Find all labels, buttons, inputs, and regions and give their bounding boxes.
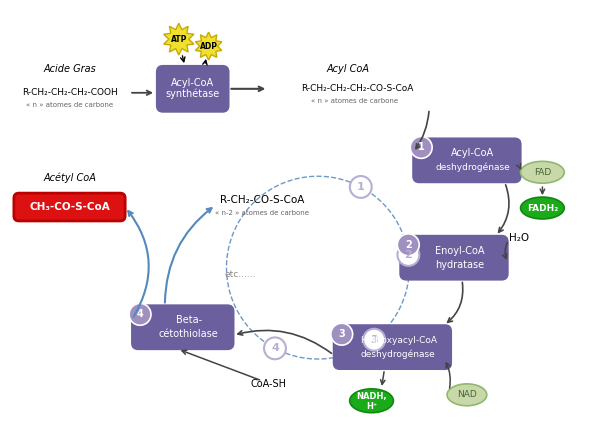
Text: 3: 3 — [338, 329, 345, 339]
FancyBboxPatch shape — [132, 305, 233, 349]
Circle shape — [350, 176, 372, 198]
FancyArrowPatch shape — [238, 331, 332, 354]
FancyArrowPatch shape — [182, 350, 260, 380]
Ellipse shape — [447, 384, 487, 406]
FancyArrowPatch shape — [446, 363, 450, 388]
Ellipse shape — [521, 161, 564, 183]
Text: CoA-SH: CoA-SH — [250, 379, 286, 389]
Text: CH₃-CO-S-CoA: CH₃-CO-S-CoA — [29, 202, 110, 212]
Text: ATP: ATP — [170, 35, 187, 43]
Circle shape — [397, 244, 419, 266]
Text: H₂O: H₂O — [509, 233, 529, 243]
FancyBboxPatch shape — [14, 193, 125, 221]
Ellipse shape — [521, 197, 564, 219]
FancyArrowPatch shape — [181, 56, 185, 62]
FancyBboxPatch shape — [157, 66, 229, 112]
Circle shape — [129, 303, 151, 325]
Circle shape — [363, 329, 385, 351]
Text: deshydrogénase: deshydrogénase — [361, 349, 436, 359]
Text: 2: 2 — [405, 240, 412, 250]
Text: 4: 4 — [271, 343, 279, 353]
Text: FADH₂: FADH₂ — [527, 204, 558, 213]
Text: FAD: FAD — [534, 168, 551, 177]
Ellipse shape — [350, 389, 394, 413]
Text: NADH,: NADH, — [356, 392, 387, 401]
Text: Enoyl-CoA: Enoyl-CoA — [435, 246, 485, 256]
FancyArrowPatch shape — [380, 372, 385, 384]
FancyArrowPatch shape — [448, 282, 463, 322]
Text: synthétase: synthétase — [166, 89, 220, 99]
Polygon shape — [196, 32, 222, 60]
Text: Acide Gras: Acide Gras — [43, 64, 96, 74]
Circle shape — [397, 234, 419, 256]
FancyArrowPatch shape — [503, 242, 508, 259]
Text: Acyl-CoA: Acyl-CoA — [171, 78, 214, 88]
Text: 2: 2 — [404, 250, 412, 260]
Text: « n » atomes de carbone: « n » atomes de carbone — [311, 98, 398, 104]
FancyArrowPatch shape — [128, 211, 149, 317]
Text: etc......: etc...... — [224, 270, 256, 279]
FancyArrowPatch shape — [231, 86, 263, 91]
FancyArrowPatch shape — [416, 112, 429, 149]
Text: 4: 4 — [137, 309, 143, 320]
FancyArrowPatch shape — [132, 91, 151, 95]
FancyArrowPatch shape — [540, 187, 545, 193]
Text: Beta-: Beta- — [176, 315, 202, 325]
FancyBboxPatch shape — [413, 138, 521, 182]
Text: cétothiolase: cétothiolase — [159, 329, 218, 339]
Text: « n » atomes de carbone: « n » atomes de carbone — [26, 102, 113, 108]
Circle shape — [264, 337, 286, 359]
Text: hydratase: hydratase — [436, 260, 485, 270]
FancyBboxPatch shape — [334, 325, 451, 369]
Text: 1: 1 — [357, 182, 365, 192]
Text: Acétyl CoA: Acétyl CoA — [43, 173, 96, 184]
FancyArrowPatch shape — [499, 185, 509, 232]
Text: R-CH₂-CH₂-CH₂-COOH: R-CH₂-CH₂-CH₂-COOH — [22, 88, 118, 97]
FancyBboxPatch shape — [400, 236, 508, 279]
FancyArrowPatch shape — [165, 208, 211, 302]
Text: 3: 3 — [370, 335, 378, 345]
Circle shape — [331, 323, 353, 345]
Text: ADP: ADP — [200, 42, 218, 51]
Text: Acyl-CoA: Acyl-CoA — [451, 148, 494, 158]
Text: Acyl CoA: Acyl CoA — [326, 64, 369, 74]
Text: R-CH₂-CH₂-CH₂-CO-S-CoA: R-CH₂-CH₂-CH₂-CO-S-CoA — [301, 84, 414, 93]
Text: Hydroxyacyl-CoA: Hydroxyacyl-CoA — [360, 336, 437, 345]
Text: « n-2 » atomes de carbone: « n-2 » atomes de carbone — [215, 210, 309, 216]
Text: R-CH₂-CO-S-CoA: R-CH₂-CO-S-CoA — [220, 195, 304, 205]
Text: 1: 1 — [418, 142, 425, 153]
Circle shape — [410, 136, 432, 158]
Polygon shape — [164, 23, 194, 55]
Text: NAD: NAD — [457, 390, 477, 399]
FancyArrowPatch shape — [203, 60, 207, 65]
Text: H⁺: H⁺ — [366, 402, 377, 411]
FancyArrowPatch shape — [517, 164, 521, 169]
Text: deshydrogénase: deshydrogénase — [436, 163, 510, 172]
